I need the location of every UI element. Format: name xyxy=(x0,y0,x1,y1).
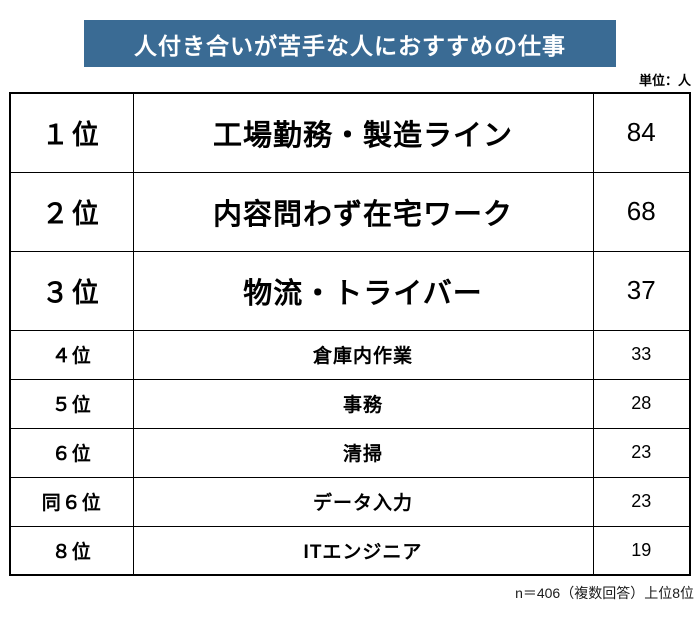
count-cell: 37 xyxy=(592,250,691,331)
table-row: ８位 ITエンジニア 19 xyxy=(9,525,691,576)
rank-cell: 同６位 xyxy=(9,476,134,527)
sample-size-note: n＝406（複数回答）上位8位 xyxy=(515,585,694,601)
table-row: ２位 内容問わず在宅ワーク 68 xyxy=(9,171,691,252)
count-cell: 68 xyxy=(592,171,691,252)
count-cell: 19 xyxy=(592,525,691,576)
count-cell: 33 xyxy=(592,329,691,380)
table-row: １位 工場勤務・製造ライン 84 xyxy=(9,92,691,173)
rank-cell: ６位 xyxy=(9,427,134,478)
job-cell: 工場勤務・製造ライン xyxy=(132,92,594,173)
table-row: ３位 物流・トライバー 37 xyxy=(9,250,691,331)
rank-cell: ４位 xyxy=(9,329,134,380)
job-cell: 倉庫内作業 xyxy=(132,329,594,380)
table-row: ４位 倉庫内作業 33 xyxy=(9,329,691,380)
count-cell: 28 xyxy=(592,378,691,429)
rank-cell: １位 xyxy=(9,92,134,173)
job-cell: 物流・トライバー xyxy=(132,250,594,331)
job-cell: 事務 xyxy=(132,378,594,429)
rank-cell: ２位 xyxy=(9,171,134,252)
job-cell: ITエンジニア xyxy=(132,525,594,576)
rank-cell: ３位 xyxy=(9,250,134,331)
ranking-table: １位 工場勤務・製造ライン 84 ２位 内容問わず在宅ワーク 68 ３位 物流・… xyxy=(9,92,691,576)
job-cell: 清掃 xyxy=(132,427,594,478)
rank-cell: ８位 xyxy=(9,525,134,576)
count-cell: 84 xyxy=(592,92,691,173)
count-cell: 23 xyxy=(592,476,691,527)
table-row: 同６位 データ入力 23 xyxy=(9,476,691,527)
rank-cell: ５位 xyxy=(9,378,134,429)
table-row: ５位 事務 28 xyxy=(9,378,691,429)
page-title: 人付き合いが苦手な人におすすめの仕事 xyxy=(134,32,566,59)
job-cell: 内容問わず在宅ワーク xyxy=(132,171,594,252)
job-cell: データ入力 xyxy=(132,476,594,527)
count-cell: 23 xyxy=(592,427,691,478)
unit-label: 単位：人 xyxy=(638,73,691,88)
title-banner: 人付き合いが苦手な人におすすめの仕事 xyxy=(84,20,616,67)
table-row: ６位 清掃 23 xyxy=(9,427,691,478)
